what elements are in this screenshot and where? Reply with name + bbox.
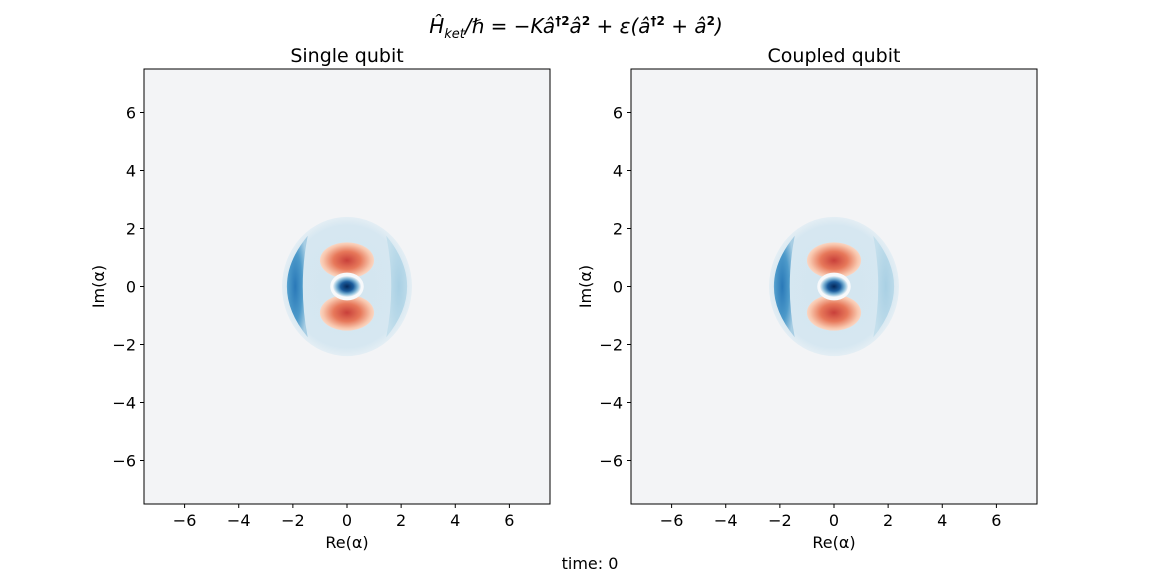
y-tick-label: −4 [599, 394, 623, 413]
y-axis-label: Im(α) [89, 265, 108, 308]
density-crescent-right [873, 235, 895, 338]
panel-title: Coupled qubit [768, 45, 901, 67]
density-lobe-lower [319, 294, 375, 331]
panel-single-qubit: −6 −4 −2 0 2 4 6 −6 −4 −2 0 2 4 6 Single qubit Re(α) Im(… [89, 45, 551, 552]
density-crescent-left [286, 235, 308, 338]
y-tick-label: 6 [613, 104, 623, 123]
x-tick-label: −6 [660, 511, 684, 530]
x-tick-label: −2 [768, 511, 792, 530]
x-tick-label: 0 [829, 511, 839, 530]
wigner-density [769, 216, 899, 357]
x-tick-label: 6 [991, 511, 1001, 530]
y-tick-label: −6 [112, 452, 136, 471]
x-tick-label: −6 [173, 511, 197, 530]
panel-coupled-qubit: −6 −4 −2 0 2 4 6 −6 −4 −2 0 2 4 6 Coupled qubit Re(α) Im… [576, 45, 1038, 552]
density-core [819, 276, 849, 297]
y-tick-label: −4 [112, 394, 136, 413]
x-tick-label: −2 [281, 511, 305, 530]
figure-title: Ĥket/ℏ = −Kâ†2â2 + ε(â†2 + â2) [429, 14, 723, 42]
x-tick-label: −4 [714, 511, 738, 530]
y-tick-label: 0 [126, 278, 136, 297]
density-lobe-upper [806, 242, 862, 279]
time-caption: time: 0 [562, 554, 619, 573]
density-crescent-left [773, 235, 795, 338]
density-lobe-lower [806, 294, 862, 331]
x-tick-label: 4 [937, 511, 947, 530]
density-lobe-upper [319, 242, 375, 279]
density-core [332, 276, 362, 297]
panel-title: Single qubit [290, 45, 403, 67]
x-axis-label: Re(α) [325, 533, 368, 552]
y-axis-label: Im(α) [576, 265, 595, 308]
density-crescent-right [386, 235, 408, 338]
x-axis-label: Re(α) [812, 533, 855, 552]
y-tick-label: 4 [126, 162, 136, 181]
y-tick-label: 2 [126, 220, 136, 239]
y-tick-label: −2 [599, 336, 623, 355]
x-tick-label: 2 [883, 511, 893, 530]
y-tick-label: −6 [599, 452, 623, 471]
x-tick-label: 0 [342, 511, 352, 530]
y-tick-label: −2 [112, 336, 136, 355]
x-tick-label: 6 [504, 511, 514, 530]
y-tick-label: 6 [126, 104, 136, 123]
x-tick-label: 2 [396, 511, 406, 530]
x-tick-label: −4 [227, 511, 251, 530]
y-tick-label: 4 [613, 162, 623, 181]
x-tick-label: 4 [450, 511, 460, 530]
y-tick-label: 0 [613, 278, 623, 297]
wigner-density [282, 216, 412, 357]
y-tick-label: 2 [613, 220, 623, 239]
